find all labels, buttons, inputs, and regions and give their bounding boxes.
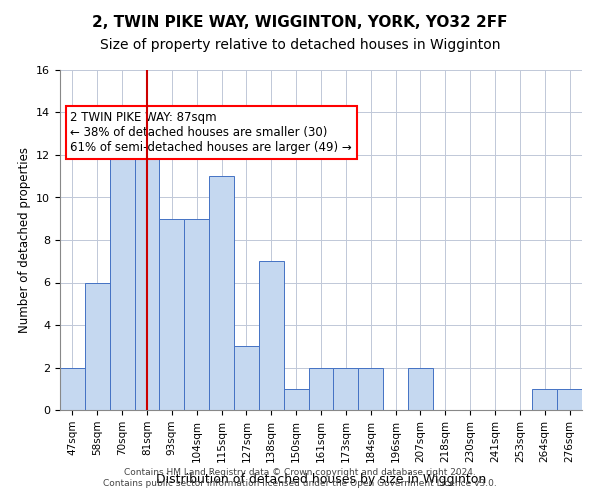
- Bar: [408, 368, 433, 410]
- Bar: [184, 219, 209, 410]
- Y-axis label: Number of detached properties: Number of detached properties: [17, 147, 31, 333]
- Bar: [234, 346, 259, 410]
- Bar: [284, 389, 308, 410]
- Bar: [134, 155, 160, 410]
- Text: 2, TWIN PIKE WAY, WIGGINTON, YORK, YO32 2FF: 2, TWIN PIKE WAY, WIGGINTON, YORK, YO32 …: [92, 15, 508, 30]
- Text: Contains HM Land Registry data © Crown copyright and database right 2024.
Contai: Contains HM Land Registry data © Crown c…: [103, 468, 497, 487]
- Bar: [557, 389, 582, 410]
- Text: Size of property relative to detached houses in Wigginton: Size of property relative to detached ho…: [100, 38, 500, 52]
- Text: 2 TWIN PIKE WAY: 87sqm
← 38% of detached houses are smaller (30)
61% of semi-det: 2 TWIN PIKE WAY: 87sqm ← 38% of detached…: [70, 111, 352, 154]
- Bar: [209, 176, 234, 410]
- Bar: [259, 261, 284, 410]
- Bar: [160, 219, 184, 410]
- Bar: [358, 368, 383, 410]
- Bar: [110, 134, 134, 410]
- X-axis label: Distribution of detached houses by size in Wigginton: Distribution of detached houses by size …: [156, 473, 486, 486]
- Bar: [60, 368, 85, 410]
- Bar: [85, 282, 110, 410]
- Bar: [308, 368, 334, 410]
- Bar: [532, 389, 557, 410]
- Bar: [334, 368, 358, 410]
